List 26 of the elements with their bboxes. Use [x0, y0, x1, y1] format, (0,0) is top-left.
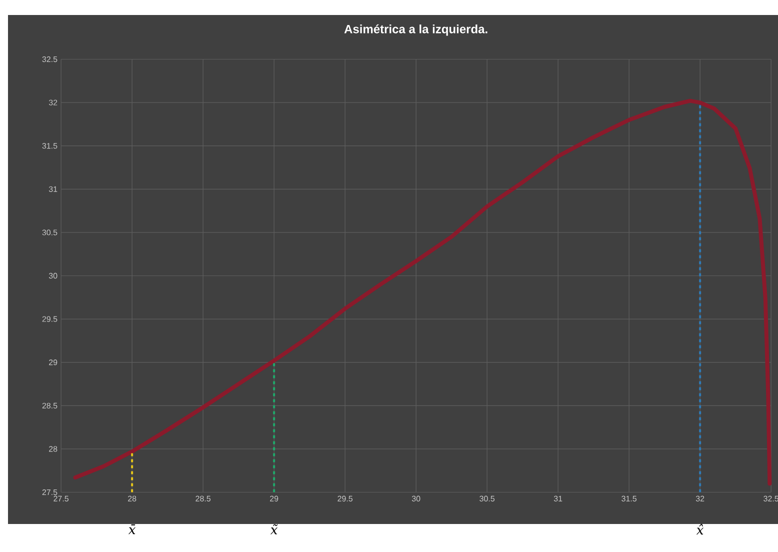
y-tick-label: 29.5 — [42, 316, 58, 322]
y-tick-label: 28.5 — [42, 402, 58, 408]
x-tick-label: 30.5 — [480, 496, 495, 502]
y-tick-label: 31 — [48, 186, 58, 192]
x-tick-label: 28 — [128, 496, 136, 502]
y-tick-label: 32 — [48, 100, 58, 106]
x-tick-label: 31.5 — [622, 496, 637, 502]
y-tick-label: 30 — [48, 272, 58, 279]
y-tick-label: 27.5 — [42, 489, 58, 496]
x-tick-label: 31 — [554, 496, 562, 502]
y-tick-label: 29 — [49, 360, 58, 366]
y-tick-label: 32.5 — [42, 56, 58, 62]
x-tick-label: 29 — [270, 496, 278, 502]
ref-line-label: x̄ — [128, 524, 136, 534]
y-tick-label: 31.5 — [42, 143, 58, 149]
ref-line-label: x̃ — [270, 524, 278, 534]
x-tick-label: 27.5 — [54, 496, 69, 502]
chart-title: Asimétrica a la izquierda. — [344, 24, 488, 36]
x-tick-label: 28.5 — [196, 496, 211, 502]
y-tick-label: 28 — [49, 446, 58, 452]
ref-line-label: x̂ — [696, 524, 704, 534]
line-series — [73, 98, 772, 486]
x-tick-label: 32 — [696, 496, 704, 502]
x-tick-label: 29.5 — [338, 496, 353, 502]
x-tick-label: 30 — [412, 496, 420, 502]
y-tick-label: 30.5 — [42, 230, 58, 236]
